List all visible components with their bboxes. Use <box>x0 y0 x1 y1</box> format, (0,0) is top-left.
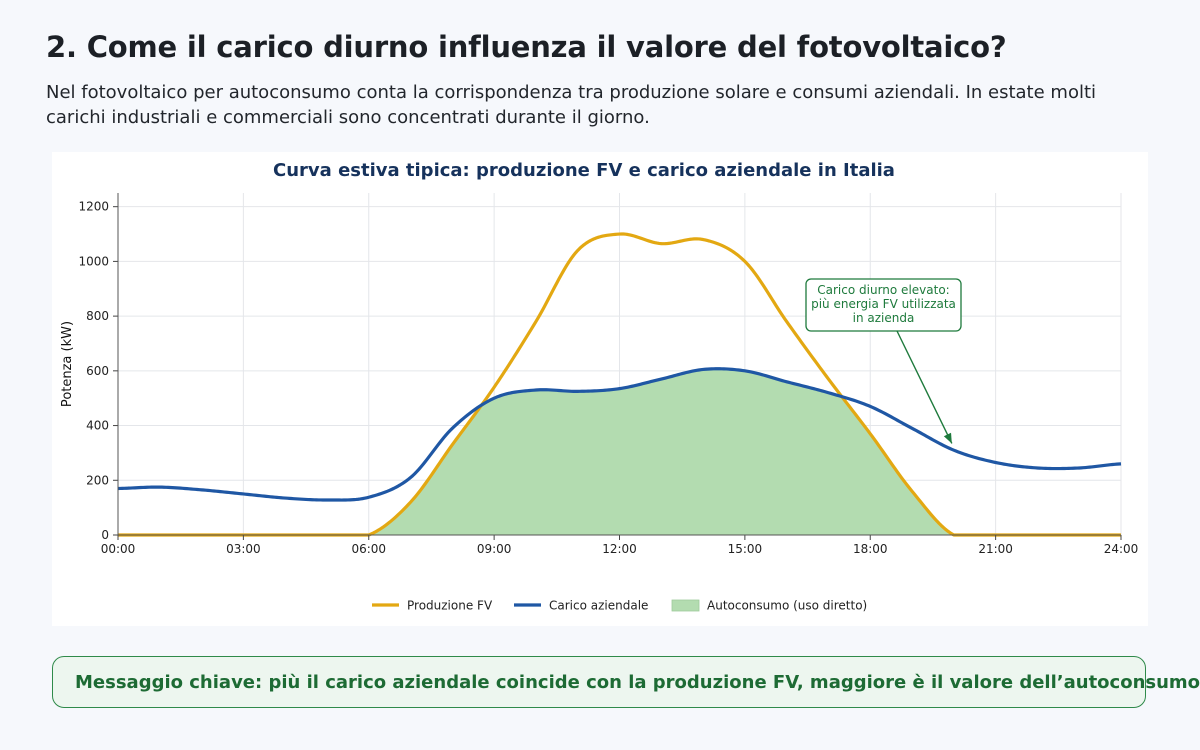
x-tick-label: 24:00 <box>1104 542 1139 556</box>
y-tick-label: 1200 <box>78 200 109 214</box>
legend-label: Produzione FV <box>407 599 493 613</box>
chart-svg: Curva estiva tipica: produzione FV e car… <box>60 160 1138 613</box>
annotation-arrow-line <box>896 330 953 444</box>
legend-label: Carico aziendale <box>549 599 648 613</box>
annotation: Carico diurno elevato:più energia FV uti… <box>805 278 962 444</box>
annotation-box <box>805 278 962 332</box>
legend-swatch-patch <box>671 599 700 612</box>
x-tick-label: 12:00 <box>602 542 637 556</box>
page-intro: Nel fotovoltaico per autoconsumo conta l… <box>46 82 1097 128</box>
y-tick-label: 0 <box>101 528 109 542</box>
y-axis-label: Potenza (kW) <box>60 321 75 407</box>
self-consumption-area <box>118 368 1121 535</box>
axes: 00:00 03:00 06:00 09:00 12:00 15:00 18:00 21:00… <box>78 193 1138 556</box>
annotation-arrow-head <box>943 432 952 444</box>
chart-card: Curva estiva tipica: produzione FV e car… <box>52 152 1148 626</box>
y-tick-label: 800 <box>86 309 109 323</box>
x-tick-label: 09:00 <box>477 542 512 556</box>
x-tick-label: 03:00 <box>226 542 261 556</box>
annotation-text-line: Carico diurno elevato: <box>817 283 949 297</box>
x-tick-label: 18:00 <box>853 542 888 556</box>
annotation-text-line: in azienda <box>853 311 915 325</box>
x-tick-label: 21:00 <box>978 542 1013 556</box>
y-tick-label: 200 <box>86 473 109 487</box>
key-message-text: Messaggio chiave: più il carico aziendal… <box>75 672 1200 693</box>
y-tick-label: 400 <box>86 419 109 433</box>
x-tick-label: 06:00 <box>351 542 386 556</box>
page-title: 2. Come il carico diurno influenza il va… <box>46 30 1007 64</box>
company-load-line <box>117 367 1122 502</box>
annotation-text-line: più energia FV utilizzata <box>811 297 956 311</box>
y-tick-label: 1000 <box>78 254 109 268</box>
x-tick-label: 00:00 <box>101 542 136 556</box>
key-message-box: Messaggio chiave: più il carico aziendal… <box>52 656 1200 708</box>
chart-title: Curva estiva tipica: produzione FV e car… <box>273 160 895 181</box>
y-tick-label: 600 <box>86 364 109 378</box>
legend-label: Autoconsumo (uso diretto) <box>707 599 867 613</box>
legend: Produzione FV Carico aziendale Autoconsumo… <box>372 599 867 613</box>
self-consumption-layer <box>118 368 1121 535</box>
x-tick-label: 15:00 <box>728 542 763 556</box>
